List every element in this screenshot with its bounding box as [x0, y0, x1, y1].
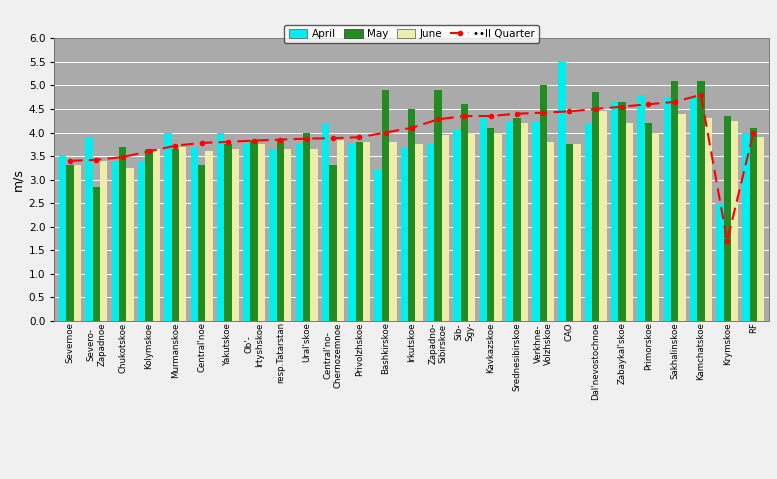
Bar	[742, 133, 750, 321]
Bar	[389, 142, 396, 321]
Bar	[573, 144, 580, 321]
Bar	[678, 114, 685, 321]
Bar	[348, 144, 356, 321]
Bar	[625, 123, 633, 321]
Bar	[270, 149, 277, 321]
Bar	[521, 123, 528, 321]
Bar	[329, 166, 336, 321]
Bar	[363, 142, 371, 321]
Bar	[127, 168, 134, 321]
Bar	[442, 135, 449, 321]
Bar	[277, 139, 284, 321]
Legend: April, May, June, ••II Quarter: April, May, June, ••II Quarter	[284, 25, 539, 44]
Bar	[310, 149, 318, 321]
Bar	[645, 123, 652, 321]
Bar	[59, 156, 67, 321]
Bar	[559, 62, 566, 321]
Bar	[67, 166, 74, 321]
Bar	[250, 139, 258, 321]
Bar	[547, 142, 554, 321]
Bar	[85, 137, 92, 321]
Bar	[295, 144, 303, 321]
Bar	[92, 187, 100, 321]
Bar	[434, 90, 442, 321]
Bar	[243, 144, 250, 321]
Bar	[198, 166, 205, 321]
Bar	[690, 97, 697, 321]
Bar	[494, 133, 502, 321]
Bar	[303, 133, 310, 321]
Bar	[585, 123, 592, 321]
Bar	[112, 161, 119, 321]
Bar	[487, 128, 494, 321]
Bar	[322, 123, 329, 321]
Bar	[336, 139, 344, 321]
Bar	[652, 133, 660, 321]
Bar	[284, 149, 291, 321]
Bar	[258, 144, 265, 321]
Bar	[119, 147, 127, 321]
Bar	[100, 161, 107, 321]
Bar	[506, 121, 514, 321]
Bar	[664, 97, 671, 321]
Bar	[468, 133, 476, 321]
Bar	[205, 151, 213, 321]
Bar	[408, 109, 416, 321]
Bar	[757, 137, 765, 321]
Bar	[164, 133, 172, 321]
Bar	[592, 92, 599, 321]
Bar	[461, 104, 468, 321]
Bar	[671, 81, 678, 321]
Y-axis label: m/s: m/s	[12, 168, 25, 191]
Bar	[723, 116, 731, 321]
Bar	[416, 144, 423, 321]
Bar	[514, 118, 521, 321]
Bar	[190, 147, 198, 321]
Bar	[532, 121, 539, 321]
Bar	[716, 203, 723, 321]
Bar	[539, 85, 547, 321]
Bar	[637, 95, 645, 321]
Bar	[479, 118, 487, 321]
Bar	[453, 130, 461, 321]
Bar	[731, 121, 738, 321]
Bar	[172, 149, 179, 321]
Bar	[401, 147, 408, 321]
Bar	[356, 142, 363, 321]
Bar	[611, 102, 618, 321]
Bar	[697, 81, 705, 321]
Bar	[566, 144, 573, 321]
Bar	[599, 111, 607, 321]
Bar	[74, 166, 81, 321]
Bar	[179, 147, 186, 321]
Bar	[145, 149, 152, 321]
Bar	[232, 149, 239, 321]
Bar	[427, 144, 434, 321]
Bar	[375, 170, 382, 321]
Bar	[750, 128, 757, 321]
Bar	[224, 144, 232, 321]
Bar	[152, 149, 160, 321]
Bar	[217, 133, 224, 321]
Bar	[618, 102, 625, 321]
Bar	[705, 118, 712, 321]
Bar	[138, 161, 145, 321]
Bar	[382, 90, 389, 321]
